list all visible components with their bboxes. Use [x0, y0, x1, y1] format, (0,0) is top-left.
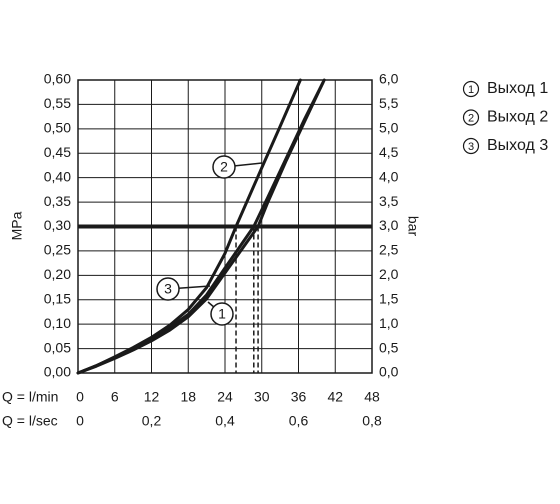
callout-label: 1 [218, 306, 226, 322]
y-tick-label: 0,35 [44, 193, 71, 209]
x-tick-label: 18 [180, 389, 196, 405]
y2-tick-label: 1,5 [379, 290, 399, 306]
legend-number: 2 [468, 112, 474, 124]
callout-label: 2 [220, 159, 228, 175]
x2-tick-label: 0,2 [142, 413, 162, 429]
y-tick-label: 0,15 [44, 290, 71, 306]
callout-label: 3 [164, 281, 172, 297]
callout-circle [156, 277, 180, 301]
y2-tick-label: 4,0 [379, 168, 399, 184]
x2-tick-label: 0,4 [215, 413, 235, 429]
y-tick-label: 0,25 [44, 242, 71, 258]
y-tick-label: 0,30 [44, 217, 71, 233]
x2-tick-label: 0,8 [362, 413, 382, 429]
y-axis-label: MPa [9, 211, 25, 240]
x-tick-label: 30 [254, 389, 270, 405]
y2-tick-label: 5,0 [379, 120, 399, 136]
y2-tick-label: 3,0 [379, 217, 399, 233]
legend-circle [462, 137, 480, 155]
y2-tick-label: 2,0 [379, 266, 399, 282]
x2-tick-label: 0,6 [289, 413, 309, 429]
x-tick-label: 24 [217, 389, 233, 405]
y-tick-label: 0,40 [44, 168, 71, 184]
y2-tick-label: 0,0 [379, 364, 399, 380]
x-tick-label: 36 [291, 389, 307, 405]
y2-tick-label: 5,5 [379, 95, 399, 111]
y2-tick-label: 6,0 [379, 71, 399, 87]
x2-axis-label: Q = l/sec [2, 413, 58, 429]
legend-number: 1 [468, 84, 474, 96]
x2-tick-label: 0 [76, 413, 84, 429]
x-tick-label: 6 [111, 389, 119, 405]
legend-circle [462, 80, 480, 98]
y2-tick-label: 3,5 [379, 193, 399, 209]
legend-label: Выход 1 [487, 80, 548, 97]
callout-circle [210, 302, 234, 326]
y-tick-label: 0,60 [44, 71, 71, 87]
y-tick-label: 0,50 [44, 120, 71, 136]
y-tick-label: 0,00 [44, 364, 71, 380]
y-tick-label: 0,20 [44, 266, 71, 282]
y-tick-label: 0,05 [44, 339, 71, 355]
y-tick-label: 0,55 [44, 95, 71, 111]
x-tick-label: 12 [144, 389, 160, 405]
legend-number: 3 [468, 141, 474, 153]
y2-tick-label: 0,5 [379, 339, 399, 355]
y-tick-label: 0,10 [44, 315, 71, 331]
y2-axis-label: bar [405, 216, 421, 237]
legend-circle [462, 109, 480, 126]
x-axis-label: Q = l/min [2, 389, 58, 405]
series-line [76, 80, 325, 375]
y-tick-label: 0,45 [44, 144, 71, 160]
x-tick-label: 42 [327, 389, 343, 405]
y2-tick-label: 4,5 [379, 144, 399, 160]
legend-label: Выход 2 [487, 109, 548, 126]
y2-tick-label: 2,5 [379, 242, 399, 258]
callout-circle [212, 155, 236, 179]
legend-label: Выход 3 [487, 137, 548, 154]
y2-tick-label: 1,0 [379, 315, 399, 331]
x-tick-label: 48 [364, 389, 380, 405]
x-tick-label: 0 [76, 389, 84, 405]
